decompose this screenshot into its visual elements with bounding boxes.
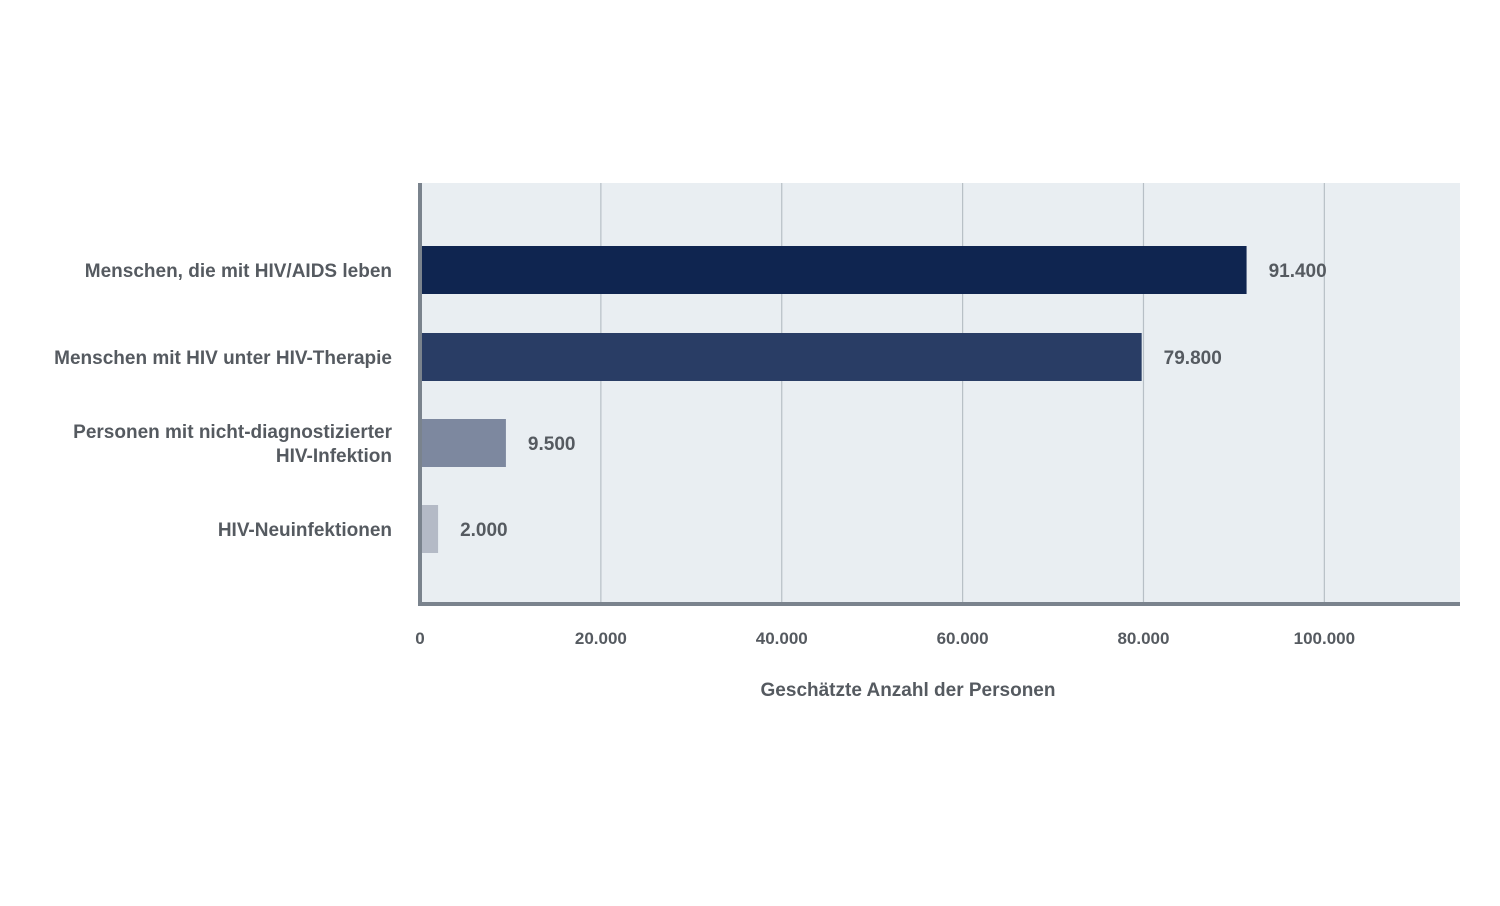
bar-0 xyxy=(421,246,1247,294)
value-label-1: 79.800 xyxy=(1164,348,1222,369)
x-tick-label-4: 80.000 xyxy=(1117,629,1169,648)
bar-3 xyxy=(421,505,439,553)
value-label-3: 2.000 xyxy=(460,520,508,541)
x-tick-label-1: 20.000 xyxy=(575,629,627,648)
category-label-3: HIV-Neuinfektionen xyxy=(218,520,392,541)
labels: Menschen, die mit HIV/AIDS leben Menschen… xyxy=(54,261,1355,648)
bar-2 xyxy=(421,419,506,467)
category-label-0: Menschen, die mit HIV/AIDS leben xyxy=(85,261,392,282)
category-label-1-line-0: Menschen mit HIV unter HIV-Therapie xyxy=(54,348,392,369)
x-axis-title: Geschätzte Anzahl der Personen xyxy=(761,680,1056,701)
x-tick-label-2: 40.000 xyxy=(756,629,808,648)
x-tick-label-0: 0 xyxy=(415,629,424,648)
x-tick-label-3: 60.000 xyxy=(937,629,989,648)
category-label-0-line-0: Menschen, die mit HIV/AIDS leben xyxy=(85,261,392,282)
bars xyxy=(421,246,1247,553)
x-tick-label-5: 100.000 xyxy=(1294,629,1355,648)
value-label-2: 9.500 xyxy=(528,434,576,455)
bar-1 xyxy=(421,333,1142,381)
axes xyxy=(418,183,1460,606)
category-label-2-line-0: Personen mit nicht-diagnostizierter xyxy=(73,422,392,443)
category-label-3-line-0: HIV-Neuinfektionen xyxy=(218,520,392,541)
category-label-1: Menschen mit HIV unter HIV-Therapie xyxy=(54,348,392,369)
category-label-2: Personen mit nicht-diagnostizierter HIV-I… xyxy=(73,422,392,467)
value-label-0: 91.400 xyxy=(1269,261,1327,282)
category-label-2-line-1: HIV-Infektion xyxy=(276,446,392,467)
